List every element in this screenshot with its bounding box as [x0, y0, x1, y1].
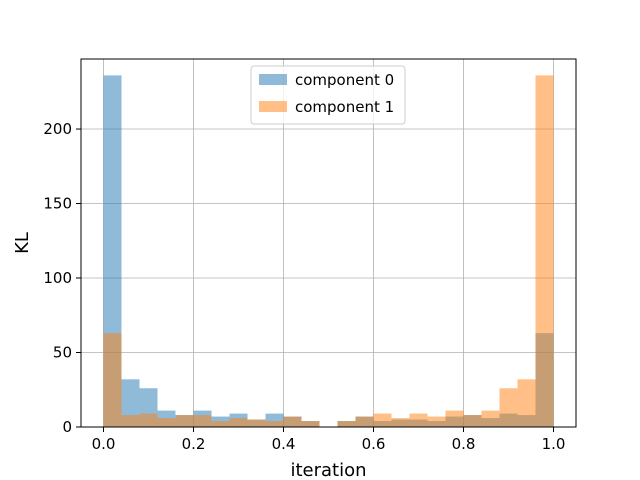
bar-series-1-bin-8: [247, 419, 266, 427]
y-tick-label: 100: [43, 269, 72, 287]
x-axis-ticks: 0.0 0.2 0.4 0.6 0.8 1.0: [92, 427, 566, 453]
y-axis-ticks: 0 50 100 150 200: [43, 120, 81, 436]
bar-series-1-bin-19: [445, 410, 464, 427]
legend-label-0: component 0: [295, 71, 394, 89]
x-axis-label: iteration: [290, 460, 366, 480]
bar-series-1-bin-2: [139, 413, 158, 427]
bar-series-1-bin-21: [481, 410, 500, 427]
x-tick-label: 0.2: [182, 435, 206, 453]
bar-series-1-bin-24: [535, 75, 554, 427]
y-tick-label: 150: [43, 195, 72, 213]
bar-series-1-bin-4: [175, 415, 194, 427]
bar-series-1-bin-11: [301, 421, 320, 427]
bar-series-1-bin-0: [103, 333, 122, 427]
x-tick-label: 0.4: [272, 435, 296, 453]
bar-series-1-bin-10: [283, 416, 302, 427]
bar-series-1-bin-5: [193, 415, 212, 427]
legend: component 0 component 1: [250, 65, 406, 125]
bar-series-1-bin-17: [409, 413, 428, 427]
bar-series-1-bin-23: [517, 379, 536, 427]
bar-series-1-bin-3: [157, 418, 176, 427]
legend-swatch-1: [259, 101, 287, 112]
legend-label-1: component 1: [295, 98, 394, 116]
bar-series-1-bin-9: [265, 421, 284, 427]
y-tick-label: 200: [43, 120, 72, 138]
bar-series-1-bin-7: [229, 418, 248, 427]
x-tick-label: 0.0: [92, 435, 116, 453]
x-tick-label: 0.6: [362, 435, 386, 453]
y-axis-label: KL: [12, 232, 33, 254]
bar-series-1-bin-22: [499, 388, 518, 427]
legend-swatch-0: [259, 74, 287, 85]
bar-series-1-bin-15: [373, 413, 392, 427]
plot-frame: [80, 58, 577, 428]
legend-box: [250, 65, 406, 125]
bar-series-1-bin-20: [463, 415, 482, 427]
bar-series-1-bin-18: [427, 416, 446, 427]
y-tick-label: 0: [62, 418, 72, 436]
bar-series-1-bin-6: [211, 421, 230, 427]
x-tick-label: 0.8: [452, 435, 476, 453]
histogram-bars: [103, 75, 554, 427]
bar-series-1-bin-14: [355, 416, 374, 427]
bar-series-1-bin-1: [121, 415, 140, 427]
bar-series-1-bin-16: [391, 418, 410, 427]
y-tick-label: 50: [53, 344, 72, 362]
x-tick-label: 1.0: [542, 435, 566, 453]
bar-series-1-bin-13: [337, 421, 356, 427]
